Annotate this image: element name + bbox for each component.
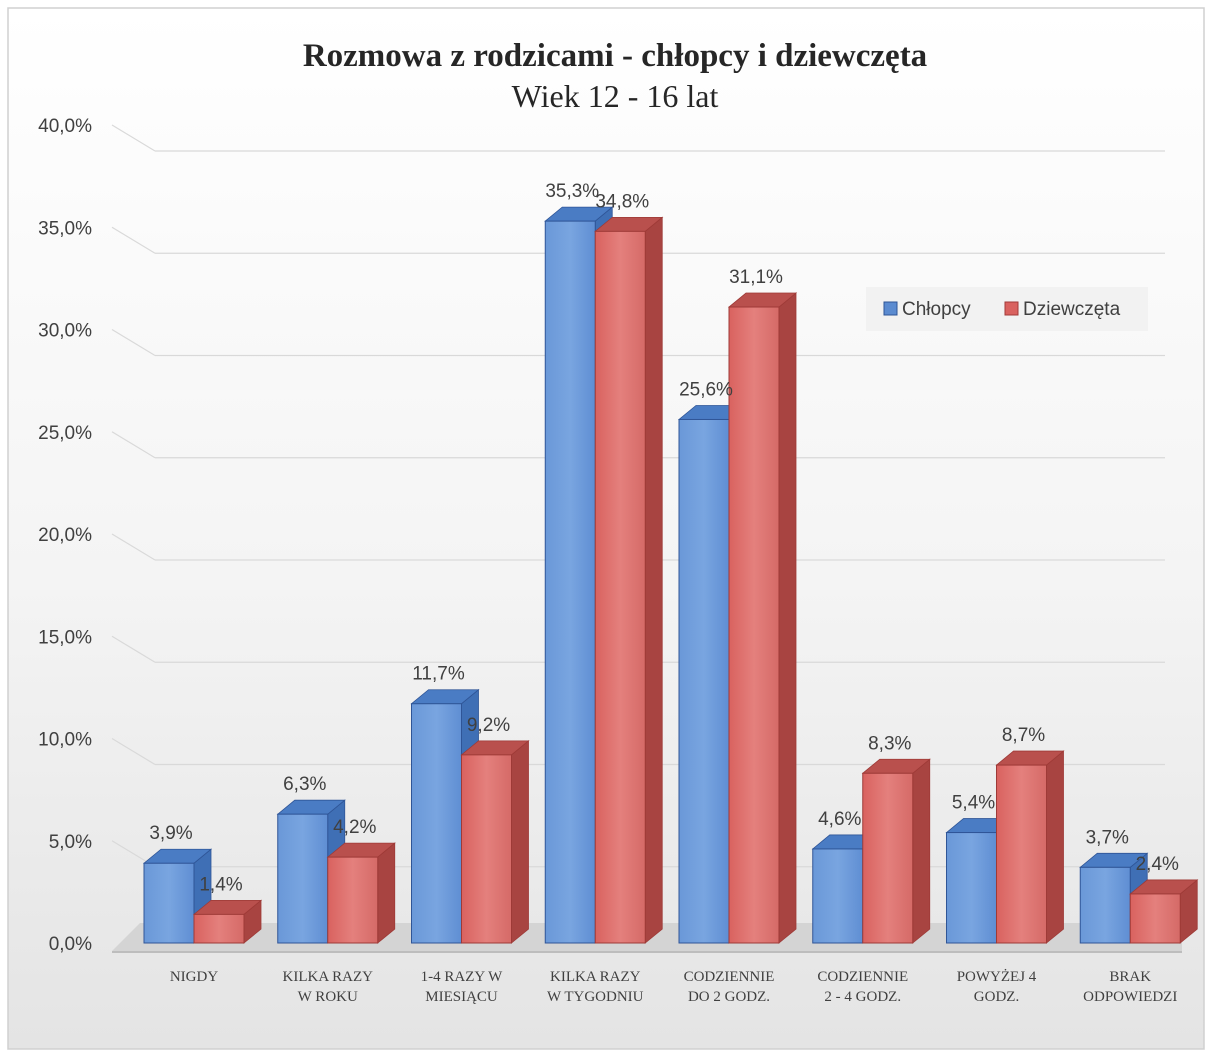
bar-front: [1079, 866, 1131, 944]
bar-front: [143, 862, 195, 944]
y-tick-label: 0,0%: [49, 934, 92, 955]
gridline: [111, 635, 156, 663]
bar-dziewczeta: [1129, 879, 1199, 944]
floor-edge: [112, 951, 1182, 953]
bar-side: [511, 740, 529, 944]
category-label: ODPOWIEDZI: [1083, 989, 1177, 1005]
y-tick-label: 5,0%: [49, 832, 92, 853]
bar-dziewczeta: [594, 216, 664, 944]
bars: [142, 206, 1199, 944]
legend: Chłopcy Dziewczęta: [866, 287, 1148, 331]
data-label: 35,3%: [545, 181, 599, 202]
data-label: 4,2%: [333, 817, 376, 838]
data-label: 3,7%: [1086, 827, 1129, 848]
bar-front: [411, 703, 462, 944]
bar-side: [1046, 750, 1064, 944]
y-tick-label: 40,0%: [38, 116, 92, 137]
legend-label-chlopcy: Chłopcy: [902, 299, 971, 320]
data-label: 34,8%: [595, 191, 649, 212]
gridline: [111, 737, 156, 766]
data-label: 2,4%: [1136, 854, 1179, 875]
data-label: 11,7%: [412, 664, 465, 685]
data-label: 9,2%: [467, 715, 510, 736]
gridline: [111, 328, 156, 357]
data-label: 3,9%: [149, 823, 192, 844]
bar-dziewczeta: [727, 292, 798, 944]
bar-side: [644, 216, 663, 944]
data-label: 4,6%: [818, 809, 861, 830]
y-tick-label: 10,0%: [38, 730, 92, 751]
bar-front: [327, 856, 379, 944]
category-label: POWYŻEJ 4: [957, 969, 1037, 985]
y-tick-label: 25,0%: [38, 423, 92, 444]
bar-side: [377, 842, 396, 944]
bar-chlopcy: [142, 848, 213, 944]
bar-dziewczeta: [192, 899, 263, 944]
data-label: 1,4%: [199, 874, 242, 895]
category-label: CODZIENNIE: [684, 969, 775, 985]
y-tick-label: 15,0%: [38, 627, 92, 648]
category-label: MIESIĄCU: [425, 989, 498, 1005]
x-axis: NIGDY KILKA RAZY W ROKU 1-4 RAZY W MIESIĄCU K…: [170, 969, 1177, 1005]
bar-front: [1129, 893, 1181, 944]
category-label: W ROKU: [298, 989, 358, 1005]
y-tick-label: 30,0%: [38, 321, 92, 342]
bar-front: [946, 832, 997, 944]
category-label: BRAK: [1109, 969, 1151, 985]
gridline: [111, 226, 156, 254]
data-label: 6,3%: [283, 774, 326, 795]
bar-dziewczeta: [326, 842, 396, 944]
legend-swatch-dziewczeta: [1004, 301, 1019, 316]
category-label: CODZIENNIE: [817, 969, 908, 985]
bar-front: [996, 764, 1047, 944]
chart-subtitle: Wiek 12 - 16 lat: [512, 78, 719, 114]
category-label: KILKA RAZY: [550, 969, 641, 985]
category-label: NIGDY: [170, 969, 218, 985]
bar-front: [277, 813, 329, 944]
bar-front: [678, 418, 730, 944]
legend-swatch-chlopcy: [883, 301, 898, 316]
y-tick-label: 20,0%: [38, 525, 92, 546]
bar-front: [728, 306, 780, 944]
gridline: [111, 431, 156, 459]
bar-front: [594, 230, 646, 944]
gridline: [111, 124, 156, 152]
bar-chlopcy: [945, 817, 1015, 944]
legend-label-dziewczeta: Dziewczęta: [1023, 299, 1121, 320]
category-label: GODZ.: [974, 989, 1019, 1005]
bar-side: [778, 292, 797, 944]
y-tick-label: 35,0%: [38, 218, 92, 239]
data-label: 8,7%: [1002, 725, 1045, 746]
data-label: 5,4%: [952, 793, 995, 814]
y-axis: 0,0% 5,0% 10,0% 15,0% 20,0% 25,0% 30,0% 35,0% 40…: [38, 116, 92, 955]
bar-front: [862, 772, 914, 944]
data-labels: 3,9% 1,4% 6,3% 4,2% 11,7% 9,2% 35,3%34,8% 25,6%…: [149, 181, 1179, 895]
gridline: [111, 533, 156, 561]
data-label: 31,1%: [729, 267, 783, 288]
bar-dziewczeta: [861, 758, 931, 944]
data-label: 25,6%: [679, 379, 733, 400]
bar-front: [193, 913, 245, 944]
bar-front: [544, 220, 596, 944]
bar-side: [912, 758, 931, 944]
data-label: 8,3%: [868, 733, 911, 754]
category-label: 1-4 RAZY W: [421, 969, 504, 985]
bar-front: [812, 848, 864, 944]
bar-dziewczeta: [995, 750, 1065, 944]
category-label: DO 2 GODZ.: [688, 989, 770, 1005]
category-label: W TYGODNIU: [547, 989, 644, 1005]
category-label: KILKA RAZY: [283, 969, 374, 985]
bar-front: [461, 754, 512, 944]
chart-title: Rozmowa z rodzicami - chłopcy i dziewczę…: [303, 38, 927, 74]
bar-dziewczeta: [460, 740, 530, 944]
category-label: 2 - 4 GODZ.: [824, 989, 901, 1005]
